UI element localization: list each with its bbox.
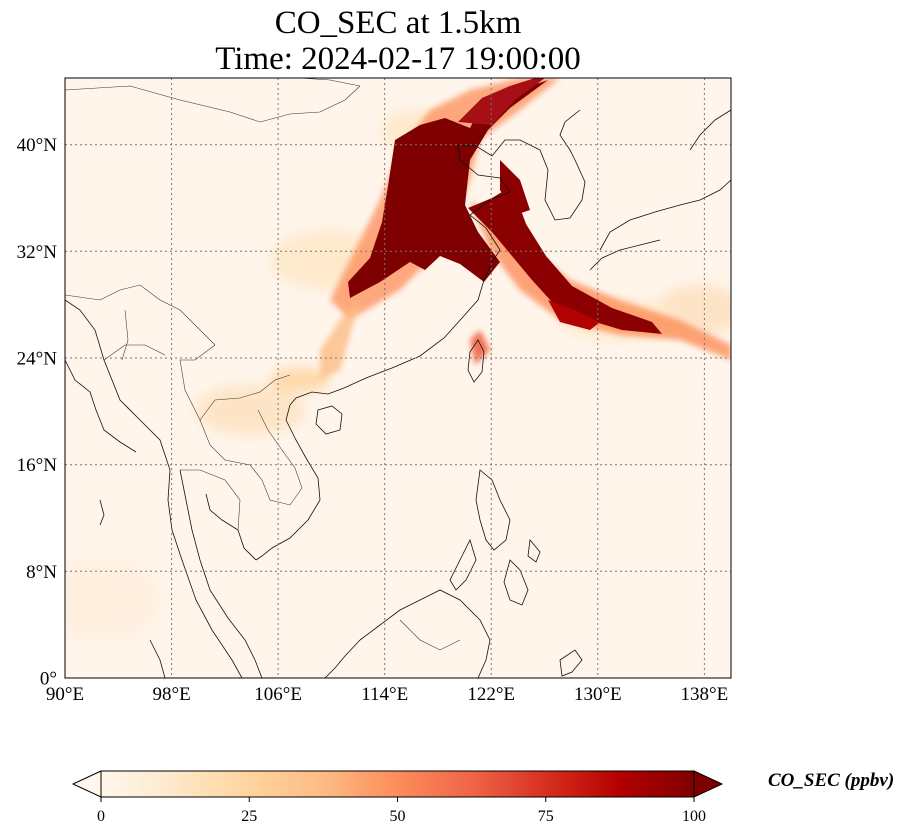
lat-tick-label: 16°N: [17, 455, 58, 476]
coastlines: [65, 109, 731, 678]
colorbar: 0 25 50 75 100: [71, 770, 724, 825]
map-frame: [64, 77, 732, 679]
co-concentration-field: [65, 78, 731, 640]
lat-tick-labels: 0° 8°N 16°N 24°N 32°N 40°N: [17, 135, 58, 689]
lon-tick-label: 90°E: [46, 684, 84, 705]
lon-tick-label: 138°E: [681, 684, 729, 705]
map-panel: [65, 78, 731, 678]
colorbar-label: CO_SEC (ppbv): [768, 770, 895, 791]
colorbar-tick-label: 75: [538, 808, 554, 825]
lat-tick-label: 8°N: [26, 562, 57, 583]
lat-tick-label: 24°N: [17, 349, 58, 370]
lon-tick-label: 130°E: [574, 684, 622, 705]
plot-title-line-2: Time: 2024-02-17 19:00:00: [215, 41, 581, 77]
lon-tick-label: 114°E: [361, 684, 408, 705]
colorbar-tick-label: 25: [241, 808, 257, 825]
colorbar-max-arrow: [693, 770, 724, 798]
lon-tick-label: 122°E: [467, 684, 515, 705]
lon-tick-label: 98°E: [152, 684, 190, 705]
country-borders: [65, 78, 461, 651]
colorbar-tick-label: 100: [682, 808, 706, 825]
lat-tick-label: 0°: [40, 669, 57, 690]
lat-tick-label: 32°N: [17, 242, 58, 263]
colorbar-min-arrow: [71, 770, 102, 798]
lon-tick-label: 106°E: [254, 684, 302, 705]
lat-tick-label: 40°N: [17, 135, 58, 156]
gridlines: [65, 78, 731, 678]
colorbar-tick-label: 50: [390, 808, 406, 825]
colorbar-tick-label: 0: [97, 808, 105, 825]
lon-tick-labels: 90°E 98°E 106°E 114°E 122°E 130°E 138°E: [46, 684, 728, 705]
plot-title-line-1: CO_SEC at 1.5km: [274, 5, 522, 41]
colorbar-gradient: [100, 770, 695, 798]
